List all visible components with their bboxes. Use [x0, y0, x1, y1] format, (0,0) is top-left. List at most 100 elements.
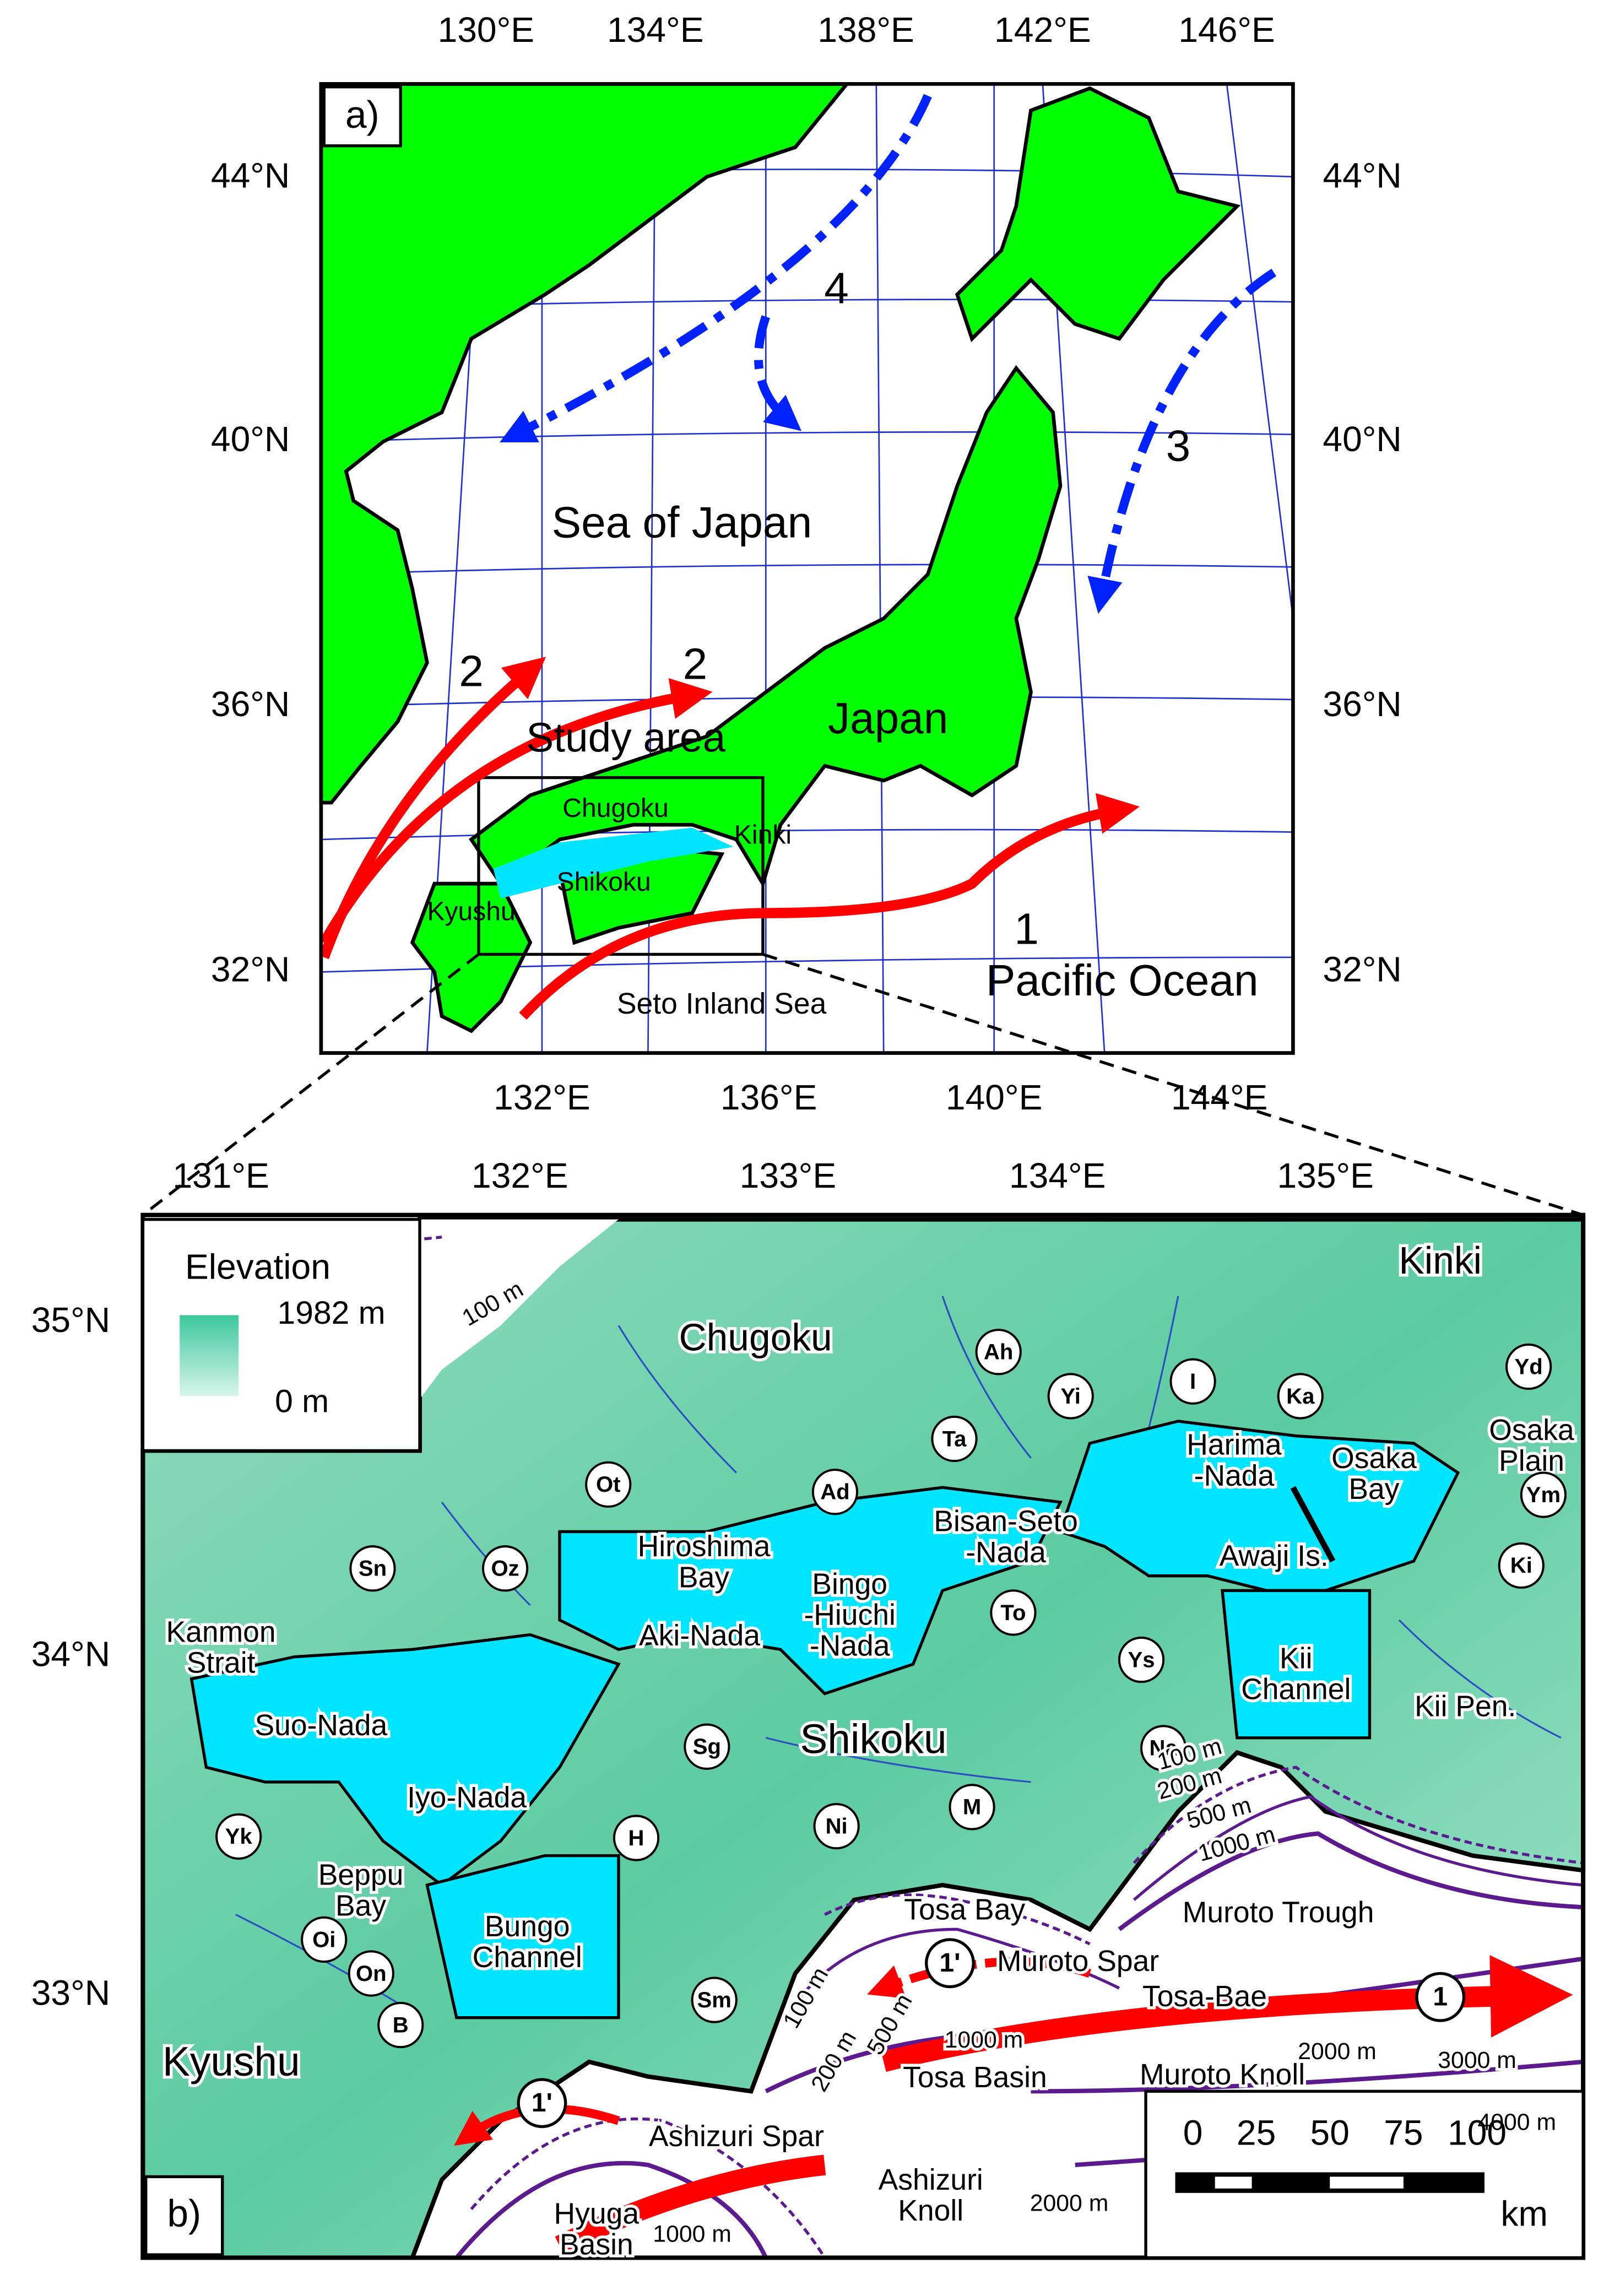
place-label: Bungo Channel [473, 1910, 582, 1974]
station-code: I [1190, 1369, 1196, 1394]
station-marker [813, 1803, 860, 1850]
station-code: Yk [225, 1824, 253, 1849]
zoom-lines [142, 952, 1584, 1217]
place-label: Kinki [734, 820, 792, 849]
place-label: Suo-Nada [255, 1709, 388, 1742]
kuroshio [555, 1955, 1573, 2255]
station-marker [301, 1916, 348, 1963]
scale-bar [1175, 2172, 1484, 2193]
station-code: Oz [491, 1557, 519, 1581]
lon-label: 134°E [607, 10, 704, 50]
place-label: Chugoku [679, 1315, 832, 1358]
station-code: Ka [1286, 1384, 1315, 1409]
lat-label: 32°N [1323, 949, 1401, 989]
station-code: To [1000, 1601, 1026, 1625]
depth-label: 2000 m [1030, 2190, 1109, 2217]
lat-label: 44°N [211, 155, 290, 195]
lat-label: 32°N [211, 949, 290, 989]
lat-label: 33°N [31, 1973, 110, 2013]
station-code: Ot [596, 1472, 621, 1497]
place-label: Seto Inland Sea [617, 988, 827, 1020]
station-marker [1520, 1471, 1567, 1518]
station-code: Ad [820, 1480, 849, 1504]
station-code: Ys [1128, 1648, 1155, 1672]
place-label: Kii Channel [1241, 1643, 1351, 1706]
legend-title: Elevation [185, 1247, 330, 1287]
seas [189, 1420, 1460, 2019]
panel-label: b) [167, 2192, 201, 2235]
place-label: Tosa Bay [904, 1893, 1025, 1926]
lon-label: 144°E [1171, 1077, 1268, 1117]
station-marker [1047, 1373, 1094, 1420]
place-label: Hiroshima Bay [638, 1530, 771, 1594]
current-marker [1415, 1972, 1466, 2022]
station-marker [613, 1815, 660, 1861]
panel-b: Elevation 1982 m 0 m km b) [140, 1212, 1586, 2260]
station-marker [1118, 1636, 1165, 1683]
scale-tick-label: 0 [1183, 2113, 1203, 2153]
label-box [144, 2175, 224, 2256]
current-marker [517, 2078, 567, 2129]
place-label: Muroto Spar [997, 1945, 1159, 1978]
place-label: Sea of Japan [552, 497, 812, 547]
station-code: Oi [312, 1927, 335, 1952]
awaji-island [1290, 1486, 1336, 1563]
station-code: Ki [1510, 1553, 1532, 1578]
lat-label: 40°N [211, 419, 290, 459]
station-code: Na [1150, 1736, 1178, 1761]
scale-unit: km [1500, 2194, 1548, 2234]
station-marker [1140, 1725, 1187, 1772]
lat-label: 36°N [211, 684, 290, 724]
station-code: Sm [697, 1988, 732, 2012]
current-label: 1' [939, 1948, 960, 1978]
place-label: Kanmon Strait [166, 1616, 276, 1679]
label-box [322, 85, 402, 148]
sea-of-japan [420, 1219, 619, 1399]
place-label: Tosa Basin [903, 2061, 1047, 2094]
legend-min: 0 m [275, 1383, 329, 1419]
place-label: Shikoku [800, 1716, 946, 1762]
lon-label: 132°E [472, 1156, 568, 1195]
station-code: Yi [1061, 1384, 1081, 1409]
place-label: Iyo-Nada [407, 1781, 527, 1814]
station-code: B [393, 2013, 409, 2037]
lon-label: 131°E [172, 1156, 269, 1195]
lon-label: 146°E [1178, 10, 1275, 50]
land [319, 82, 1241, 1033]
station-marker [585, 1461, 632, 1508]
place-label: Study area [526, 714, 725, 761]
station-marker [1169, 1358, 1216, 1405]
lon-label: 134°E [1009, 1156, 1106, 1195]
place-label: Osaka Plain [1489, 1414, 1574, 1477]
station-code: H [629, 1826, 644, 1850]
station-marker [931, 1415, 978, 1463]
legend-ramp [180, 1315, 239, 1396]
station-code: On [356, 1962, 387, 1986]
station-marker [990, 1589, 1037, 1636]
station-marker [684, 1723, 730, 1770]
station-marker [348, 1950, 394, 1997]
lon-label: 132°E [494, 1077, 590, 1117]
station-code: M [963, 1795, 981, 1820]
current-label: 4 [824, 263, 849, 313]
station-marker [975, 1329, 1022, 1376]
scale-tick-label: 50 [1310, 2113, 1350, 2153]
lat-label: 40°N [1323, 419, 1401, 459]
lat-label: 36°N [1323, 684, 1401, 724]
seto-sea [493, 827, 734, 898]
scale-tick-label: 25 [1237, 2113, 1276, 2153]
place-label: Bisan-Seto -Nada [934, 1506, 1078, 1569]
place-label: Shikoku [557, 867, 651, 897]
map-border [319, 82, 1295, 1055]
lat-label: 35°N [31, 1300, 110, 1340]
legend-max: 1982 m [278, 1295, 386, 1331]
lon-label: 140°E [946, 1077, 1043, 1117]
station-code: Ni [826, 1814, 848, 1838]
station-marker [691, 1976, 738, 2023]
current-label: 1' [532, 2088, 552, 2118]
lon-label: 136°E [720, 1077, 817, 1117]
panel-label: a) [345, 93, 380, 136]
station-marker [1498, 1542, 1545, 1589]
depth-label: 3000 m [1438, 2047, 1516, 2073]
